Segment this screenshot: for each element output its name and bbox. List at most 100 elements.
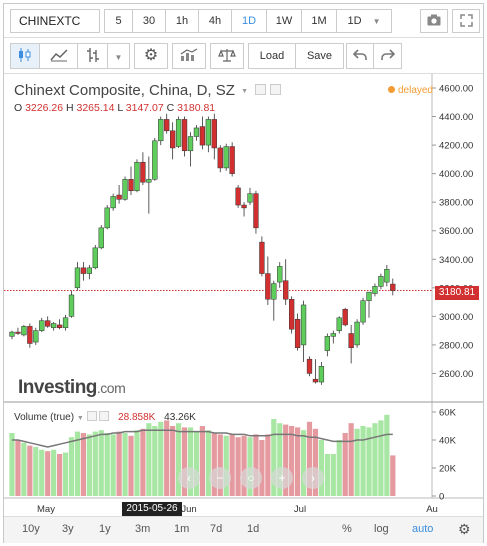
volume-bar (330, 454, 336, 496)
range-1m[interactable]: 1m (174, 523, 190, 535)
y-tick-label: 3800.00 (439, 198, 473, 209)
load-button[interactable]: Load (248, 43, 296, 69)
volume-label: Volume (true) (14, 412, 75, 423)
redo-button[interactable] (374, 43, 402, 69)
chart-area[interactable]: 4600.00 4400.00 4200.00 4000.00 3800.00 3600.… (4, 74, 483, 516)
settings-button[interactable]: ⚙ (134, 43, 168, 69)
candle-body (360, 300, 366, 323)
interval-30[interactable]: 30 (133, 9, 166, 33)
range-10y[interactable]: 10y (22, 523, 40, 535)
volume-bar (342, 433, 348, 496)
chart-nav-button[interactable] (302, 467, 324, 489)
chart-style-dropdown[interactable]: ▼ (108, 43, 130, 69)
percent-scale-toggle[interactable]: % (342, 523, 352, 535)
interval-1w[interactable]: 1W (267, 9, 302, 33)
candle-body (318, 366, 325, 383)
x-tick-label: Au (426, 504, 438, 514)
range-1y[interactable]: 1y (99, 523, 111, 535)
volume-bar (193, 431, 200, 496)
range-bar: 10y 3y 1y 3m 1m 7d 1d % log auto ⚙ (4, 516, 483, 543)
candlestick-icon (19, 48, 31, 62)
volume-bar (116, 431, 122, 496)
screenshot-button[interactable] (420, 9, 448, 33)
chart-type-button[interactable] (40, 43, 78, 69)
close-label: C (166, 102, 175, 114)
indicators-button[interactable] (172, 43, 206, 69)
volume-close-icon[interactable] (99, 411, 110, 421)
volume-bar (62, 452, 69, 496)
price-chart[interactable]: 4600.00 4400.00 4200.00 4000.00 3800.00 3600.… (4, 74, 483, 515)
volume-bar (229, 434, 235, 496)
volume-ma-line (12, 429, 393, 448)
range-1d[interactable]: 1d (247, 523, 260, 535)
volume-bar (170, 426, 176, 496)
volume-bar (152, 426, 158, 496)
candle-body (21, 326, 27, 336)
volume-bar (223, 435, 229, 496)
candle-body (9, 331, 15, 337)
candle-body (205, 119, 211, 146)
interval-1h[interactable]: 1h (166, 9, 199, 33)
compare-button[interactable] (210, 43, 244, 69)
chevron-down-icon: ▼ (372, 17, 381, 26)
symbol-input[interactable]: CHINEXTC (10, 9, 100, 33)
candle-body (104, 207, 110, 229)
range-3m[interactable]: 3m (135, 523, 151, 535)
interval-dropdown[interactable]: 1D ▼ (337, 9, 392, 33)
interval-1m[interactable]: 1M (302, 9, 337, 33)
delayed-indicator: delayed (387, 85, 433, 96)
save-button[interactable]: Save (296, 43, 344, 69)
interval-1d[interactable]: 1D (232, 9, 267, 33)
x-tick-label: Jul (294, 504, 306, 514)
chart-nav-button[interactable] (271, 467, 293, 489)
candle-body (241, 204, 247, 209)
chart-nav-glyph: + (278, 471, 285, 485)
candle-body (152, 140, 158, 180)
volume-bar (176, 423, 182, 496)
interval-5[interactable]: 5 (104, 9, 133, 33)
candle-body (68, 294, 75, 317)
y-tick-label: 4200.00 (439, 141, 473, 152)
scales-icon (218, 49, 236, 62)
volume-bar (158, 421, 164, 496)
candles-button[interactable] (10, 43, 40, 69)
candle-body (56, 324, 63, 329)
vol-tick-label: 0 (439, 492, 444, 503)
candle-body (342, 308, 348, 326)
candle-body (164, 119, 170, 132)
fullscreen-button[interactable] (452, 9, 480, 33)
range-7d[interactable]: 7d (210, 523, 223, 535)
volume-bar (384, 414, 390, 496)
gear-icon[interactable]: ⚙ (458, 521, 471, 537)
volume-bar (247, 437, 253, 496)
low-value: 3147.07 (125, 102, 164, 114)
chevron-down-icon[interactable]: ▼ (241, 88, 249, 95)
bars-button[interactable] (78, 43, 108, 69)
chart-nav-button[interactable] (178, 467, 200, 489)
open-label: O (14, 102, 23, 114)
legend-close-icon[interactable] (270, 84, 282, 95)
chevron-down-icon[interactable]: ▼ (76, 415, 84, 422)
volume-bar (390, 455, 396, 496)
candle-body (271, 283, 277, 300)
volume-bar (74, 431, 81, 496)
legend-settings-icon[interactable] (255, 84, 267, 95)
log-scale-toggle[interactable]: log (374, 523, 389, 535)
interval-4h[interactable]: 4h (199, 9, 232, 33)
chart-nav-glyph: ○ (247, 471, 254, 485)
interval-dropdown-label: 1D (347, 15, 362, 27)
candle-body (336, 317, 342, 331)
volume-bar (259, 440, 265, 496)
candle-body (51, 323, 57, 329)
volume-bar (110, 434, 116, 496)
candle-body (27, 326, 33, 344)
undo-button[interactable] (346, 43, 374, 69)
chart-nav-button[interactable] (240, 467, 262, 489)
y-tick-label: 4000.00 (439, 169, 473, 180)
chart-nav-button[interactable] (209, 467, 231, 489)
auto-scale-toggle[interactable]: auto (412, 523, 434, 535)
candle-body (199, 126, 206, 146)
volume-settings-icon[interactable] (86, 411, 97, 421)
volume-bar (27, 445, 33, 496)
range-3y[interactable]: 3y (62, 523, 74, 535)
